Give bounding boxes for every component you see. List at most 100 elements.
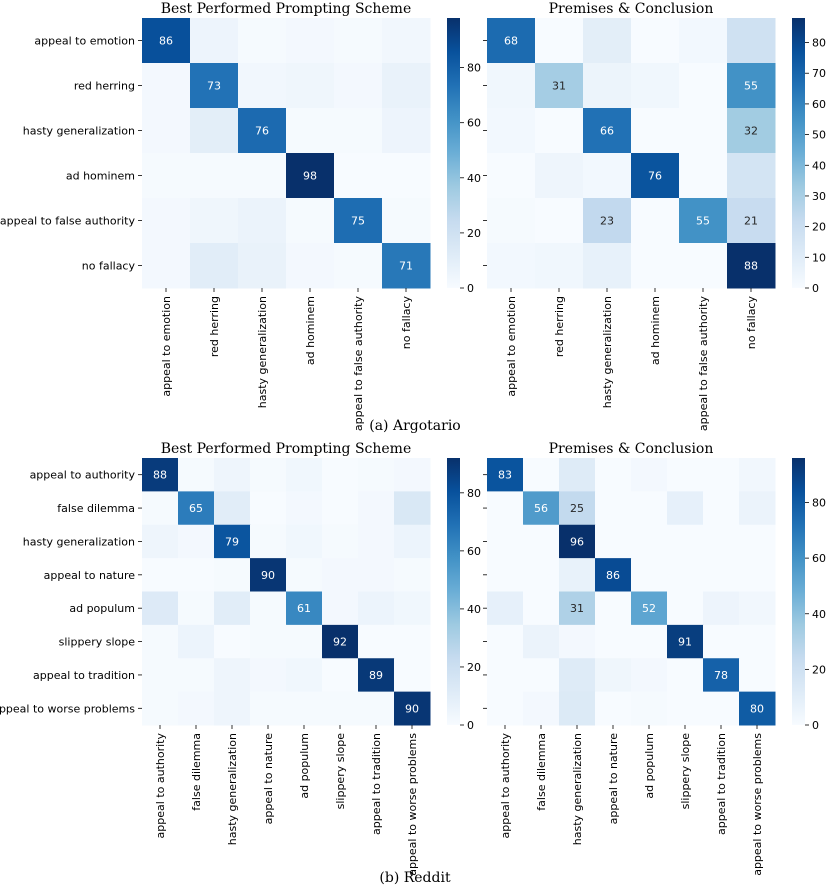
heatmap-cell xyxy=(487,198,536,244)
row-label: appeal to worse problems xyxy=(0,702,135,715)
heatmap-cell xyxy=(667,658,704,693)
heatmap-cell xyxy=(238,198,287,244)
heatmap-cell xyxy=(595,691,632,726)
heatmap-cell xyxy=(142,491,179,526)
heatmap-cell xyxy=(286,18,335,64)
heatmap-cell xyxy=(559,558,596,592)
cell-value-label: 23 xyxy=(600,215,614,228)
heatmap-cell xyxy=(382,153,431,199)
heatmap-cell xyxy=(487,108,536,154)
heatmap-cell xyxy=(703,458,740,492)
heatmap-cell xyxy=(358,524,395,559)
heatmap-cell xyxy=(727,243,776,289)
heatmap-cell xyxy=(394,458,431,492)
heatmap-cell xyxy=(394,491,431,526)
heatmap-cell xyxy=(322,491,359,526)
row-label: appeal to tradition xyxy=(33,669,135,682)
column-label: ad populum xyxy=(643,733,656,799)
heatmap-cell xyxy=(523,658,560,693)
heatmap-cell xyxy=(358,491,395,526)
heatmap-cell xyxy=(286,198,335,244)
cell-value-label: 86 xyxy=(606,569,620,582)
heatmap-cell xyxy=(667,458,704,492)
heatmap-cell xyxy=(358,624,395,659)
colorbar-tick-label: 20 xyxy=(812,663,826,676)
colorbar-tick-label: 40 xyxy=(467,172,481,185)
heatmap-cell xyxy=(667,624,704,659)
heatmap-cell xyxy=(487,18,536,64)
colorbar-tick-label: 40 xyxy=(467,603,481,616)
cell-value-label: 98 xyxy=(303,170,317,183)
heatmap-cell xyxy=(487,691,524,726)
heatmap-cell xyxy=(382,108,431,154)
heatmap-cell xyxy=(250,591,287,626)
heatmap-cell xyxy=(142,198,191,244)
heatmap-panel-2: Premises & Conclusion 68 31 55 66 32 76 23 55 21 8… xyxy=(483,1,826,431)
heatmap-cell xyxy=(322,658,359,693)
heatmap-cell xyxy=(559,691,596,726)
column-label: hasty generalization xyxy=(571,733,584,845)
heatmap-cell xyxy=(679,108,728,154)
heatmap-cell xyxy=(739,491,776,526)
heatmap-cell xyxy=(286,491,323,526)
heatmap-cell xyxy=(583,18,632,64)
heatmap-cell xyxy=(358,658,395,693)
heatmap-cell xyxy=(178,624,215,659)
heatmap-cell xyxy=(382,63,431,109)
colorbar xyxy=(447,458,460,725)
column-label: appeal to authority xyxy=(154,733,167,839)
caption-argotario: (a) Argotario xyxy=(369,418,461,434)
row-label: red herring xyxy=(74,80,135,93)
column-label: appeal to emotion xyxy=(505,296,518,397)
heatmap-cell xyxy=(214,458,251,492)
heatmap-cell xyxy=(286,624,323,659)
column-label: appeal to worse problems xyxy=(751,733,764,876)
heatmap-cell xyxy=(382,18,431,64)
column-label: appeal to emotion xyxy=(160,296,173,397)
row-label: ad populum xyxy=(69,602,135,615)
heatmap-cell xyxy=(286,153,335,199)
heatmap-cell xyxy=(238,18,287,64)
cell-value-label: 73 xyxy=(207,80,221,93)
cell-value-label: 88 xyxy=(744,260,758,273)
heatmap-cell xyxy=(190,243,239,289)
heatmap-cell xyxy=(322,691,359,726)
colorbar-tick-label: 20 xyxy=(467,661,481,674)
heatmap-cell xyxy=(142,63,191,109)
colorbar-tick-label: 40 xyxy=(812,608,826,621)
heatmap-cell xyxy=(631,458,668,492)
heatmap-cell xyxy=(559,658,596,693)
heatmap-cell xyxy=(178,458,215,492)
colorbar-tick-label: 50 xyxy=(812,129,826,142)
colorbar-tick-label: 60 xyxy=(467,545,481,558)
colorbar-tick-label: 60 xyxy=(812,552,826,565)
heatmap-cell xyxy=(679,18,728,64)
cell-value-label: 90 xyxy=(261,569,275,582)
heatmap-cell xyxy=(679,63,728,109)
heatmap-cell xyxy=(631,63,680,109)
heatmap-cell xyxy=(703,658,740,693)
heatmap-title: Best Performed Prompting Scheme xyxy=(161,1,411,17)
heatmap-cell xyxy=(358,591,395,626)
heatmap-cell xyxy=(595,524,632,559)
heatmap-cell xyxy=(487,558,524,592)
cell-value-label: 68 xyxy=(504,35,518,48)
heatmap-cell xyxy=(631,591,668,626)
heatmap-cell xyxy=(214,624,251,659)
heatmap-cell xyxy=(667,558,704,592)
cell-value-label: 31 xyxy=(570,602,584,615)
heatmap-cell xyxy=(631,198,680,244)
row-label: appeal to emotion xyxy=(34,35,135,48)
row-label: ad hominem xyxy=(66,170,135,183)
cell-value-label: 76 xyxy=(648,170,662,183)
colorbar-tick-label: 0 xyxy=(812,282,819,295)
heatmap-cell xyxy=(178,491,215,526)
heatmap-cell xyxy=(190,18,239,64)
heatmap-cell xyxy=(739,524,776,559)
colorbar xyxy=(792,458,805,725)
heatmap-title: Best Performed Prompting Scheme xyxy=(161,441,411,457)
heatmap-cell xyxy=(286,658,323,693)
column-label: appeal to tradition xyxy=(370,733,383,835)
heatmap-cell xyxy=(286,591,323,626)
